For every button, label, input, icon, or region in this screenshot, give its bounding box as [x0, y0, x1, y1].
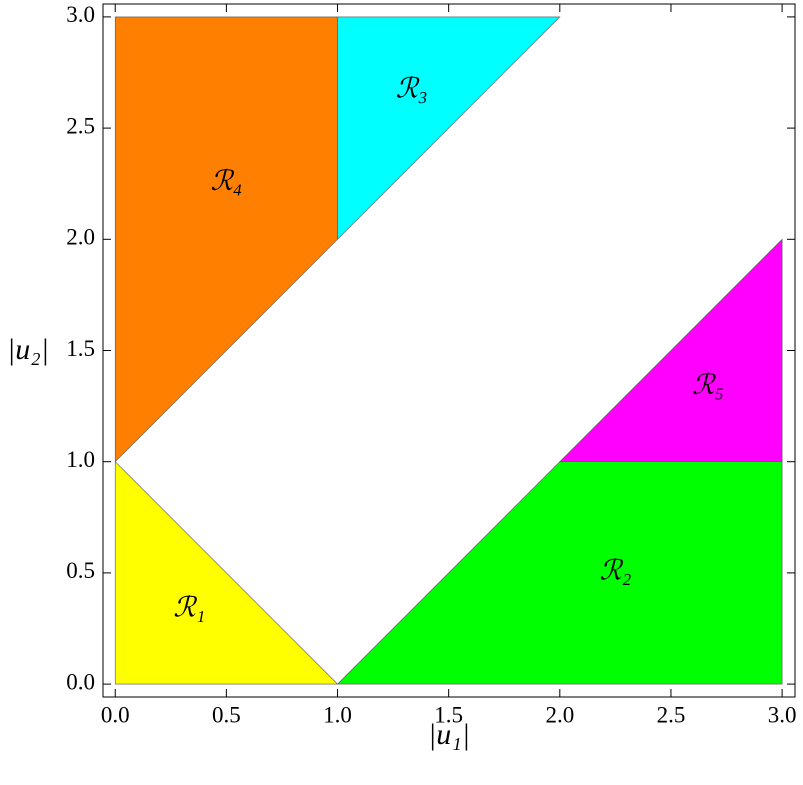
region-label: ℛ₂: [599, 555, 631, 586]
x-tick-label: 1.0: [323, 702, 352, 727]
x-tick-label: 0.0: [101, 702, 130, 727]
region-label: ℛ₄: [210, 166, 242, 197]
y-tick-label: 2.5: [66, 113, 95, 138]
region-label: ℛ₅: [692, 370, 724, 401]
x-tick-label: 3.0: [768, 702, 797, 727]
region: [559, 238, 783, 463]
region: [114, 460, 339, 685]
region: [337, 16, 561, 241]
y-axis-label: |u₂|: [7, 333, 49, 366]
region: [336, 461, 783, 685]
y-tick-label: 0.0: [66, 669, 95, 694]
x-tick-label: 2.5: [657, 702, 686, 727]
x-tick-label: 2.0: [545, 702, 574, 727]
y-tick-label: 0.5: [66, 558, 95, 583]
x-tick-label: 0.5: [212, 702, 241, 727]
region: [114, 16, 338, 463]
y-tick-label: 1.0: [66, 447, 95, 472]
y-tick-label: 2.0: [66, 225, 95, 250]
x-axis-label: |u₁|: [428, 718, 470, 751]
y-tick-label: 1.5: [66, 336, 95, 361]
region-label: ℛ₃: [396, 73, 428, 104]
x-tick-label: 1.5: [434, 702, 463, 727]
y-tick-label: 3.0: [66, 2, 95, 27]
region-label: ℛ₁: [173, 592, 205, 623]
